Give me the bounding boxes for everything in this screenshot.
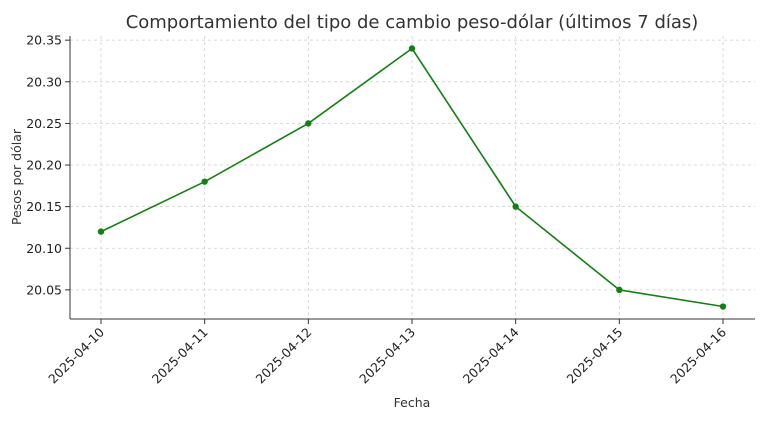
x-tick-label: 2025-04-14 xyxy=(460,324,522,386)
x-tick-label: 2025-04-12 xyxy=(252,325,314,387)
axes-layer xyxy=(69,36,755,320)
x-tick-label: 2025-04-16 xyxy=(667,324,729,386)
data-point xyxy=(408,45,416,52)
data-point xyxy=(616,286,623,294)
x-tick-label: 2025-04-11 xyxy=(149,325,211,387)
y-tick-label: 20.30 xyxy=(26,74,62,89)
y-axis-label: Pesos por dólar xyxy=(9,128,24,225)
x-tick-label: 2025-04-10 xyxy=(45,324,107,386)
x-tick-label: 2025-04-13 xyxy=(356,325,418,387)
y-ticks: 20.05 20.10 20.15 20.20 20.25 20.30 20.35 xyxy=(26,33,70,297)
grid-layer xyxy=(70,36,755,319)
data-point xyxy=(512,203,519,210)
data-point xyxy=(719,303,727,310)
data-point xyxy=(97,228,105,235)
x-axis-label: Fecha xyxy=(394,395,431,410)
y-tick-label: 20.05 xyxy=(26,282,62,297)
data-point xyxy=(201,178,208,185)
data-point xyxy=(305,120,312,127)
y-tick-label: 20.15 xyxy=(26,199,62,214)
x-tick-label: 2025-04-15 xyxy=(563,325,625,387)
x-ticks: 2025-04-10 2025-04-11 2025-04-12 2025-04-13… xyxy=(45,319,729,386)
y-tick-label: 20.35 xyxy=(26,33,62,48)
y-tick-label: 20.10 xyxy=(26,241,62,256)
series-layer xyxy=(97,45,727,310)
series-line xyxy=(100,47,724,308)
y-tick-label: 20.25 xyxy=(26,116,62,131)
y-tick-label: 20.20 xyxy=(26,158,62,173)
chart-title: Comportamiento del tipo de cambio peso-d… xyxy=(126,12,699,33)
